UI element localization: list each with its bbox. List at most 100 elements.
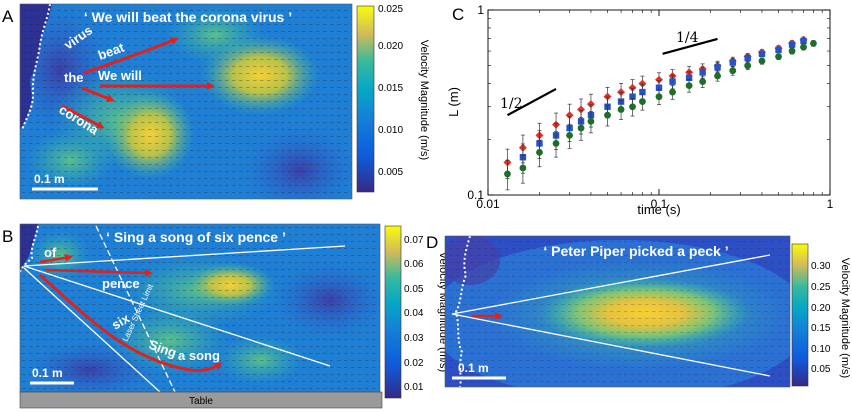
data-point	[810, 39, 817, 47]
data-point	[639, 88, 646, 96]
colorbar-tick: 0.015	[378, 83, 403, 94]
panel-d-colorbar	[791, 243, 809, 387]
panel-c-label: C	[452, 5, 464, 24]
chart-axis-ticks: 0.01 0.1 10.11	[467, 3, 833, 211]
data-point	[729, 67, 737, 75]
colorbar-tick: 0.005	[378, 167, 403, 178]
data-point	[788, 47, 796, 55]
data-point	[775, 46, 782, 53]
colorbar-tick: 0.20	[811, 303, 831, 314]
panel-a-scale-label: 0.1 m	[34, 172, 65, 186]
data-point	[639, 98, 646, 105]
panel-a: A ‘ We will beat the corona virus ’ viru…	[2, 3, 430, 200]
data-point	[617, 106, 625, 113]
panel-a-word-4: We will	[98, 68, 142, 83]
panel-a-colorbar	[356, 5, 375, 193]
flow-arrow	[81, 86, 115, 102]
data-point	[638, 79, 647, 88]
data-point	[758, 50, 766, 57]
panel-a-quote: ‘ We will beat the corona virus ’	[84, 9, 292, 25]
data-point	[519, 164, 527, 172]
panel-b-colorbar	[384, 225, 402, 399]
panel-b-word-5: a song	[178, 348, 220, 363]
data-point	[800, 43, 807, 51]
slope-label-half: 1/2	[500, 96, 523, 112]
panel-d-colorbar-ticks: 0.30 0.25 0.20 0.15 0.10 0.05	[811, 261, 831, 375]
panel-b-word-1: of	[44, 245, 57, 260]
panel-d-label: D	[426, 233, 438, 252]
data-point	[714, 72, 721, 80]
colorbar-tick: 0.25	[811, 282, 831, 293]
slope-label-quarter: 1/4	[676, 30, 699, 46]
x-tick-label: 0.01	[476, 197, 500, 211]
colorbar-tick: 0.020	[378, 41, 403, 52]
data-point	[655, 93, 663, 101]
data-point	[729, 59, 736, 66]
data-point	[628, 83, 637, 92]
data-point	[617, 88, 626, 97]
panel-b-scale-label: 0.1 m	[32, 366, 63, 380]
data-point	[800, 37, 807, 45]
data-point	[775, 53, 782, 60]
panel-b-quote: ‘ Sing a song of six pence ’	[106, 229, 286, 245]
panel-d-quote: ‘ Peter Piper picked a peck ’	[543, 243, 728, 259]
data-point	[744, 62, 752, 70]
panel-a-velocity-field	[20, 4, 352, 199]
colorbar-tick: 0.05	[811, 364, 831, 375]
colorbar-tick: 0.025	[378, 4, 403, 15]
data-point	[685, 82, 693, 90]
panel-a-label: A	[2, 7, 14, 26]
data-point	[629, 93, 636, 100]
panel-b-label: B	[2, 227, 13, 246]
data-point	[577, 124, 585, 132]
panel-a-colorbar-title: Velocity Magnitude (m/s)	[418, 40, 430, 160]
data-point	[504, 170, 511, 178]
panel-a-word-3: the	[64, 70, 84, 85]
data-point	[655, 84, 663, 91]
data-point	[685, 74, 693, 82]
data-point	[744, 54, 751, 62]
data-point	[552, 140, 560, 147]
data-point	[714, 64, 721, 71]
chart-series	[503, 35, 817, 191]
data-point	[699, 69, 706, 76]
data-point	[587, 117, 595, 125]
data-point	[788, 41, 796, 48]
data-point	[629, 103, 636, 111]
data-point	[758, 57, 766, 65]
y-tick-label: 0.1	[467, 188, 484, 202]
slope-guide-half	[506, 87, 557, 117]
slope-guide-quarter	[662, 37, 718, 55]
data-point	[669, 88, 676, 96]
data-point	[604, 111, 611, 119]
chart-slope-guides: 1/2 1/4	[500, 30, 718, 117]
colorbar-tick: 0.30	[811, 261, 831, 272]
chart-x-axis-title: time (s)	[637, 202, 680, 217]
flow-arrow	[61, 104, 105, 129]
x-tick-label: 1	[827, 197, 834, 211]
data-point	[699, 78, 707, 86]
colorbar-tick: 0.03	[404, 333, 424, 344]
data-point	[586, 100, 595, 109]
panel-d-velocity-field	[445, 236, 790, 387]
panel-b-colorbar-ticks: 0.07 0.06 0.05 0.04 0.03 0.02 0.01	[404, 235, 424, 393]
data-point	[566, 131, 573, 139]
flow-arrow	[83, 37, 179, 75]
series-green	[504, 39, 817, 191]
colorbar-tick: 0.010	[378, 125, 403, 136]
y-tick-label: 1	[477, 3, 484, 17]
colorbar-tick: 0.06	[404, 259, 424, 270]
colorbar-tick: 0.01	[404, 382, 424, 393]
data-point	[577, 105, 586, 114]
colorbar-tick: 0.10	[811, 344, 831, 355]
colorbar-tick: 0.05	[404, 284, 424, 295]
panel-d-colorbar-title: Velocity Magnitude (m/s)	[839, 258, 851, 378]
table-label: Table	[189, 396, 213, 407]
panel-b: B Table ‘ Sing a song of six pence ’ of	[2, 223, 449, 409]
panel-a-colorbar-ticks: 0.025 0.020 0.015 0.010 0.005	[378, 4, 403, 178]
panel-d: D ‘ Peter Piper picked a peck ’ 0.1 m 0.…	[426, 233, 851, 388]
panel-d-scale-label: 0.1 m	[458, 361, 489, 375]
data-point	[536, 148, 543, 156]
panel-c-chart: C 0.01 0.1 10.11 1/2 1/4 time (s) L (m)	[446, 3, 834, 217]
